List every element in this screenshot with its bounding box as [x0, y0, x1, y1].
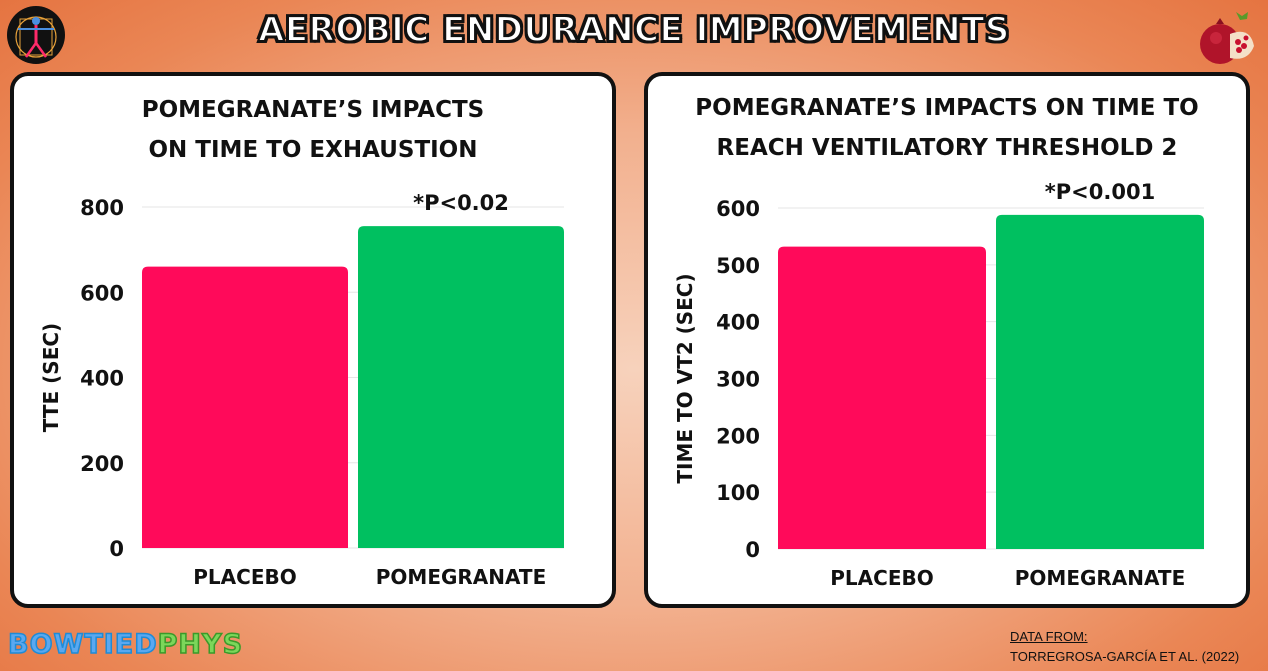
- credit-label: DATA FROM:: [1010, 629, 1088, 644]
- chart-panel-time-to-exhaustion: POMEGRANATE’S IMPACTS ON TIME TO EXHAUST…: [10, 72, 616, 608]
- brand-part-2: PHYS: [157, 628, 244, 661]
- chart-title-line-2: ON TIME TO EXHAUSTION: [148, 137, 478, 163]
- x-tick-label: PLACEBO: [193, 565, 296, 589]
- y-tick-label: 200: [716, 424, 760, 448]
- y-tick-label: 200: [80, 452, 124, 476]
- chart-title-line-1: POMEGRANATE’S IMPACTS: [141, 97, 485, 123]
- chart-title-line-2: REACH VENTILATORY THRESHOLD 2: [716, 135, 1178, 161]
- page-title: AEROBIC ENDURANCE IMPROVEMENTS: [257, 9, 1010, 51]
- y-axis-label: TIME TO VT2 (SEC): [673, 273, 697, 483]
- chart-title: POMEGRANATE’S IMPACTS ON TIME TO EXHAUST…: [14, 90, 612, 170]
- chart-panel-time-to-vt2: POMEGRANATE’S IMPACTS ON TIME TO REACH V…: [644, 72, 1250, 608]
- x-tick-label: PLACEBO: [830, 566, 933, 590]
- credit-citation: TORREGROSA-GARCÍA ET AL. (2022): [1010, 649, 1240, 664]
- bar-placebo: [142, 266, 348, 548]
- y-tick-label: 100: [716, 481, 760, 505]
- bar-placebo: [778, 246, 986, 549]
- y-tick-label: 400: [80, 367, 124, 391]
- x-tick-label: POMEGRANATE: [376, 565, 547, 589]
- significance-annotation: *P<0.02: [413, 191, 509, 215]
- chart-title: POMEGRANATE’S IMPACTS ON TIME TO REACH V…: [648, 88, 1246, 168]
- bar-pomegranate: [358, 226, 564, 548]
- bar-pomegranate: [996, 214, 1204, 549]
- x-tick-label: POMEGRANATE: [1015, 566, 1186, 590]
- vitruvian-man-logo-icon: [7, 6, 65, 64]
- y-tick-label: 300: [716, 368, 760, 392]
- data-source-credit: DATA FROM: TORREGROSA-GARCÍA ET AL. (202…: [1010, 627, 1239, 667]
- y-tick-label: 0: [745, 538, 760, 562]
- significance-annotation: *P<0.001: [1045, 180, 1155, 204]
- brand-logo: BOWTIEDPHYS: [7, 628, 244, 661]
- y-tick-label: 500: [716, 254, 760, 278]
- pomegranate-icon: [1200, 12, 1254, 64]
- bar-chart: 0 100 200 300 400 500 600 TIME TO VT2 (SEC) PLAC…: [673, 180, 1204, 590]
- chart-title-line-1: POMEGRANATE’S IMPACTS ON TIME TO: [695, 95, 1199, 121]
- y-tick-label: 800: [80, 196, 124, 220]
- y-tick-label: 400: [716, 311, 760, 335]
- y-tick-label: 600: [80, 281, 124, 305]
- brand-part-1: BOWTIED: [7, 628, 158, 661]
- y-tick-label: 0: [109, 537, 124, 561]
- y-axis-label: TTE (SEC): [39, 323, 63, 432]
- y-tick-label: 600: [716, 197, 760, 221]
- bar-chart: 0 200 400 600 800 TTE (SEC) PLACEBO POMEGRANATE…: [39, 191, 564, 589]
